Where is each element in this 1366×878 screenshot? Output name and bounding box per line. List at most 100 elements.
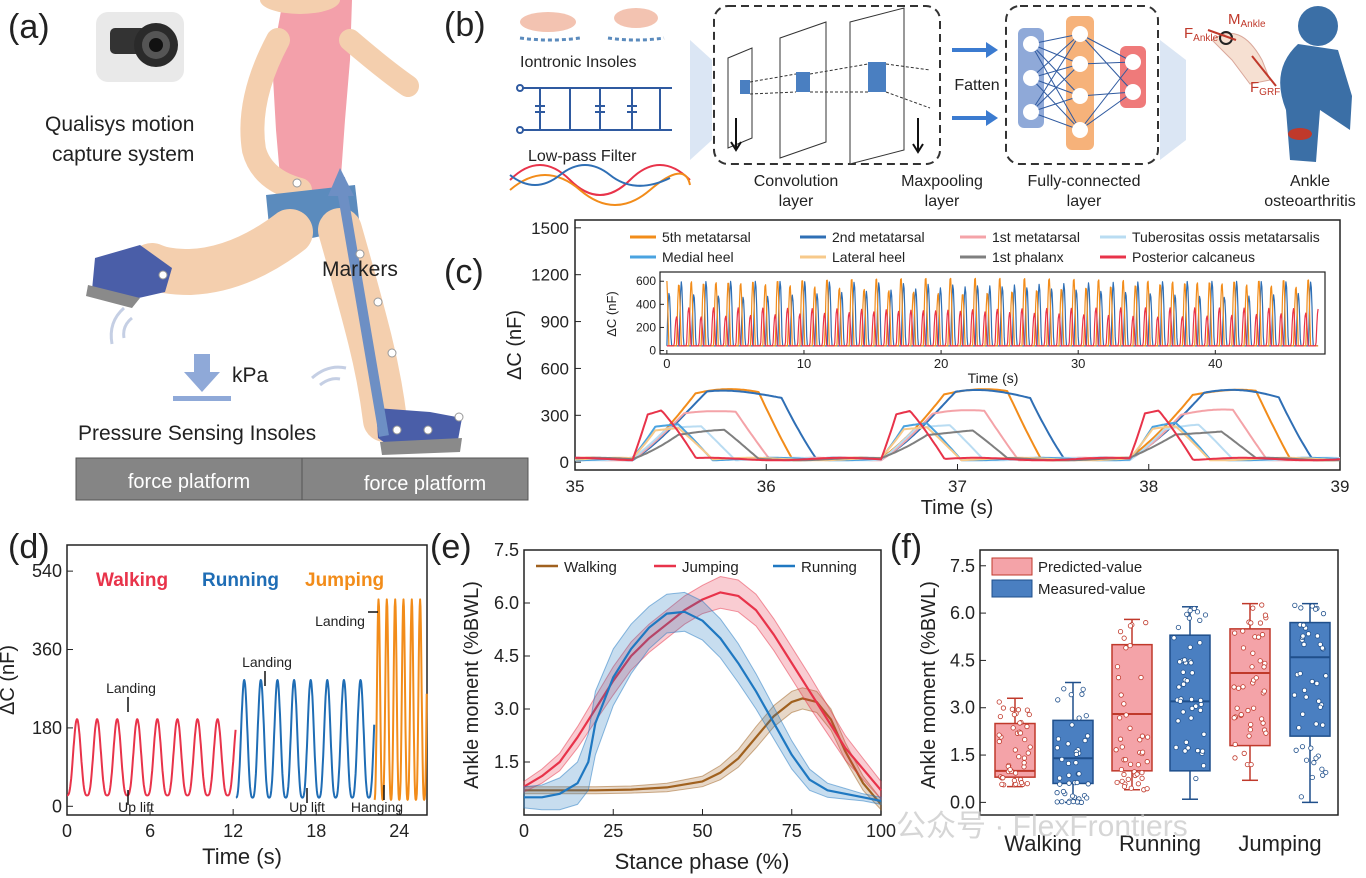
f-data-point <box>1298 794 1304 800</box>
f-ytick-label: 1.5 <box>950 745 975 765</box>
c-ytick-label: 1200 <box>531 266 569 285</box>
f-data-point <box>1121 635 1127 641</box>
d-annotation-label: Landing <box>242 654 292 670</box>
ankle-label-1: Ankle <box>1290 173 1330 190</box>
f-data-point <box>1066 772 1072 778</box>
f-data-point <box>1127 623 1134 629</box>
iontronic-label: Iontronic Insoles <box>520 54 637 71</box>
f-data-point <box>1117 715 1123 721</box>
f-data-point <box>1171 635 1177 641</box>
f-data-point <box>1248 620 1254 626</box>
f-data-point <box>1144 786 1150 792</box>
panel-e: (e) 0 25 50 75 100 1.5 3.0 4.5 6.0 7.5 Ankle mome… <box>430 528 896 874</box>
f-data-point <box>1068 692 1074 698</box>
c-inset-ytick-label: 600 <box>636 274 656 288</box>
f-data-point <box>1232 741 1238 748</box>
f-data-point <box>1013 770 1019 776</box>
f-data-point <box>1021 760 1027 766</box>
f-box <box>1052 719 1094 785</box>
f-grf-label: FGRF <box>1250 79 1280 98</box>
ankle-label-2: osteoarthritis <box>1264 193 1356 210</box>
f-data-point <box>1054 790 1060 796</box>
f-data-point <box>1235 685 1242 691</box>
panel-a: (a) Qualisys motion capture system <box>8 0 529 501</box>
e-plot: 0 25 50 75 100 1.5 3.0 4.5 6.0 7.5 <box>494 540 896 841</box>
f-data-point <box>1056 775 1063 781</box>
f-data-point <box>1143 620 1149 626</box>
e-series-line <box>524 610 882 802</box>
f-data-point <box>1193 703 1199 709</box>
f-data-point <box>1011 712 1017 718</box>
f-data-point <box>1137 737 1143 743</box>
platform-right-label: force platform <box>364 473 486 495</box>
panel-label-a: (a) <box>8 8 50 46</box>
f-data-point <box>1259 602 1265 608</box>
f-data-point <box>1183 739 1189 745</box>
c-legend-label: Posterior calcaneus <box>1132 249 1255 265</box>
f-data-point <box>1016 754 1022 760</box>
f-data-point <box>1194 609 1201 615</box>
f-data-point <box>1314 633 1321 639</box>
f-data-point <box>1260 720 1266 726</box>
f-data-point <box>1079 691 1085 697</box>
f-data-point <box>1118 766 1125 773</box>
f-data-point <box>1176 684 1182 690</box>
f-data-point <box>996 732 1002 738</box>
fc-network-graphic <box>1018 16 1146 150</box>
f-data-point <box>1121 783 1128 790</box>
f-data-point <box>1297 670 1303 677</box>
f-data-point <box>1245 707 1251 714</box>
e-xtick-label: 25 <box>603 821 623 841</box>
f-data-point <box>1180 709 1186 715</box>
d-xtick-label: 24 <box>389 821 409 841</box>
d-xtick-label: 18 <box>306 821 326 841</box>
f-plot: 0.0 1.5 3.0 4.5 6.0 7.5 Walking Running Jumping <box>950 556 1331 856</box>
f-data-point <box>1145 734 1151 740</box>
d-ytick-label: 540 <box>32 561 62 581</box>
f-data-point <box>1308 745 1314 751</box>
c-inset-xtick-label: 20 <box>934 356 948 371</box>
wireless-signal-icon <box>109 306 347 387</box>
c-xtick-label: 36 <box>757 477 776 496</box>
d-ytick-label: 0 <box>52 796 62 816</box>
f-data-point <box>1054 745 1060 751</box>
f-data-point <box>1184 678 1190 684</box>
c-legend-label: Medial heel <box>662 249 734 265</box>
f-data-point <box>1175 718 1181 724</box>
f-data-point <box>1119 744 1125 750</box>
f-data-point <box>1300 711 1306 717</box>
f-legend-swatch <box>991 557 1033 576</box>
c-series-line <box>575 421 1341 462</box>
f-data-point <box>1320 722 1326 728</box>
d-xlabel: Time (s) <box>202 844 282 869</box>
d-mode-jumping: Jumping <box>305 570 384 591</box>
e-series-line <box>524 697 882 806</box>
c-inset-xtick-label: 40 <box>1208 356 1222 371</box>
f-data-point <box>1177 659 1183 665</box>
f-data-point <box>1300 633 1306 639</box>
f-ytick-label: 6.0 <box>950 603 975 623</box>
f-data-point <box>1070 798 1076 805</box>
waveform-icon <box>509 164 691 206</box>
e-legend-label: Walking <box>564 559 617 576</box>
f-data-point <box>1073 751 1080 757</box>
f-data-point <box>1188 660 1194 666</box>
f-data-point <box>1309 774 1315 781</box>
flow-chevron-1 <box>690 40 712 160</box>
e-ylabel: Ankle moment (%BWL) <box>461 581 483 789</box>
f-ytick-label: 7.5 <box>950 556 975 576</box>
f-data-point <box>1175 624 1182 631</box>
c-ylabel: ΔC (nF) <box>504 310 526 380</box>
f-data-point <box>1198 697 1204 703</box>
f-data-point <box>1027 744 1033 750</box>
f-data-point <box>1114 779 1120 786</box>
f-data-point <box>1055 697 1061 703</box>
e-legend: Walking Jumping Running <box>536 559 857 576</box>
f-data-point <box>1250 650 1256 656</box>
f-data-point <box>1173 744 1179 751</box>
e-xlabel: Stance phase (%) <box>615 849 790 874</box>
f-data-point <box>1010 725 1016 731</box>
e-legend-label: Running <box>801 559 857 576</box>
f-data-point <box>1240 684 1246 690</box>
